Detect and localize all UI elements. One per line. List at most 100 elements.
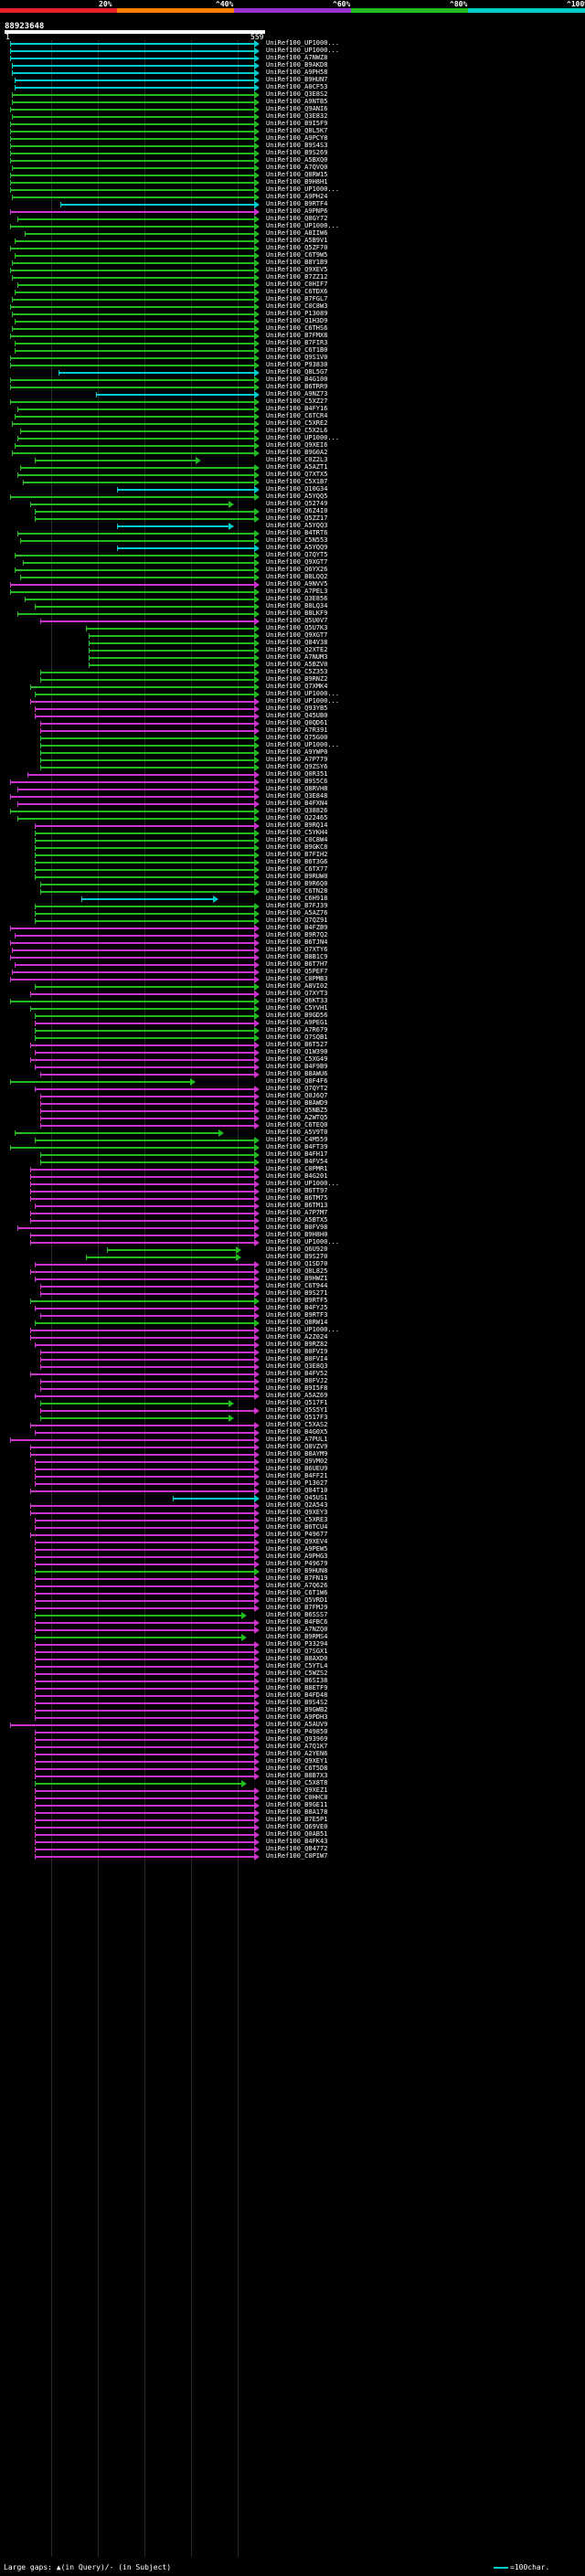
hit-bar[interactable] [9, 942, 255, 944]
hit-row[interactable]: UniRef100_Q7XTX5 [0, 471, 585, 479]
hit-bar[interactable] [9, 226, 255, 228]
hit-row[interactable]: UniRef100_Q9ANI6 [0, 105, 585, 113]
hit-row[interactable]: UniRef100_A0CF53 [0, 83, 585, 91]
hit-bar[interactable] [40, 1096, 255, 1097]
hit-bar[interactable] [35, 518, 255, 520]
hit-row[interactable]: UniRef100_B8AXD0 [0, 1655, 585, 1663]
hit-row[interactable]: UniRef100_A9NVV5 [0, 580, 585, 588]
hit-bar[interactable] [22, 562, 255, 564]
hit-label[interactable]: UniRef100_Q9XGT7 [266, 631, 328, 639]
hit-row[interactable]: UniRef100_Q3E856 [0, 595, 585, 603]
hit-label[interactable]: UniRef100_A7PUL1 [266, 1436, 328, 1443]
hit-bar[interactable] [40, 1074, 255, 1076]
hit-row[interactable]: UniRef100_C0Z2L3 [0, 456, 585, 464]
hit-bar[interactable] [40, 679, 255, 681]
hit-label[interactable]: UniRef100_Q5ZF70 [266, 244, 328, 251]
hit-label[interactable]: UniRef100_C6TCR4 [266, 412, 328, 419]
hit-label[interactable]: UniRef100_Q8VZV9 [266, 1443, 328, 1450]
hit-bar[interactable] [12, 167, 255, 169]
hit-bar[interactable] [29, 1198, 255, 1200]
hit-row[interactable]: UniRef100_B4F9B9 [0, 1063, 585, 1071]
hit-bar[interactable] [9, 365, 255, 366]
hit-label[interactable]: UniRef100_Q7SGX1 [266, 1648, 328, 1655]
hit-row[interactable]: UniRef100_UP1000... [0, 434, 585, 442]
hit-row[interactable]: UniRef100_A9PH24 [0, 193, 585, 201]
hit-row[interactable]: UniRef100_B4G100 [0, 376, 585, 384]
hit-label[interactable]: UniRef100_B4FF21 [266, 1472, 328, 1479]
hit-row[interactable]: UniRef100_C5XRE3 [0, 1516, 585, 1524]
hit-bar[interactable] [35, 1761, 255, 1763]
hit-label[interactable]: UniRef100_Q5ZZ17 [266, 514, 328, 522]
hit-label[interactable]: UniRef100_B8B7X3 [266, 1772, 328, 1779]
hit-row[interactable]: UniRef100_A9PDH3 [0, 1713, 585, 1722]
hit-row[interactable]: UniRef100_A5V9T0 [0, 1129, 585, 1137]
hit-row[interactable]: UniRef100_B6T3G6 [0, 858, 585, 866]
hit-bar[interactable] [35, 1461, 255, 1463]
hit-row[interactable]: UniRef100_B9S271 [0, 1289, 585, 1298]
hit-bar[interactable] [35, 1856, 255, 1858]
hit-bar[interactable] [29, 1330, 255, 1331]
hit-label[interactable]: UniRef100_P49677 [266, 1531, 328, 1538]
hit-label[interactable]: UniRef100_A5AZT1 [266, 463, 328, 471]
hit-bar[interactable] [29, 1490, 255, 1492]
hit-row[interactable]: UniRef100_B7FMX8 [0, 332, 585, 340]
hit-label[interactable]: UniRef100_B9S5C6 [266, 778, 328, 785]
hit-label[interactable]: UniRef100_Q9ZSY6 [266, 763, 328, 770]
hit-label[interactable]: UniRef100_Q75G00 [266, 734, 328, 741]
hit-label[interactable]: UniRef100_A8VI02 [266, 982, 328, 990]
hit-row[interactable]: UniRef100_Q84V38 [0, 639, 585, 647]
hit-label[interactable]: UniRef100_B9I5F9 [266, 120, 328, 127]
hit-row[interactable]: UniRef100_P13089 [0, 310, 585, 318]
hit-label[interactable]: UniRef100_B9RZ82 [266, 1341, 328, 1348]
hit-row[interactable]: UniRef100_C6TCR4 [0, 412, 585, 420]
hit-row[interactable]: UniRef100_A9PH58 [0, 69, 585, 77]
hit-label[interactable]: UniRef100_Q38826 [266, 807, 328, 814]
hit-row[interactable]: UniRef100_B4FK43 [0, 1838, 585, 1846]
hit-label[interactable]: UniRef100_B9GWB2 [266, 1706, 328, 1713]
hit-label[interactable]: UniRef100_C6TEQ0 [266, 1121, 328, 1129]
hit-row[interactable]: UniRef100_C6T9W5 [0, 251, 585, 260]
hit-bar[interactable] [35, 1629, 255, 1631]
hit-label[interactable]: UniRef100_Q7SQB1 [266, 1034, 328, 1041]
hit-row[interactable]: UniRef100_Q8F4F6 [0, 1077, 585, 1086]
hit-bar[interactable] [40, 723, 255, 725]
hit-row[interactable]: UniRef100_B6T527 [0, 1041, 585, 1049]
hit-row[interactable]: UniRef100_B8AWU6 [0, 1070, 585, 1078]
hit-bar[interactable] [9, 160, 255, 162]
hit-label[interactable]: UniRef100_P33294 [266, 1640, 328, 1648]
hit-bar[interactable] [35, 1673, 255, 1675]
hit-bar[interactable] [35, 1819, 255, 1821]
hit-label[interactable]: UniRef100_B9GD56 [266, 1012, 328, 1019]
hit-label[interactable]: UniRef100_Q517F3 [266, 1414, 328, 1421]
hit-label[interactable]: UniRef100_B9AKD8 [266, 61, 328, 69]
hit-row[interactable]: UniRef100_UP1000... [0, 1326, 585, 1334]
hit-row[interactable]: UniRef100_C0HHC8 [0, 1794, 585, 1802]
hit-row[interactable]: UniRef100_A5AZ69 [0, 1392, 585, 1400]
hit-row[interactable]: UniRef100_B4FV54 [0, 1158, 585, 1166]
hit-label[interactable]: UniRef100_C6TX77 [266, 865, 328, 873]
hit-label[interactable]: UniRef100_A2Z024 [266, 1333, 328, 1341]
hit-label[interactable]: UniRef100_B8AXD0 [266, 1655, 328, 1662]
hit-label[interactable]: UniRef100_Q69VE0 [266, 1823, 328, 1830]
hit-row[interactable]: UniRef100_A7PUL1 [0, 1436, 585, 1444]
hit-label[interactable]: UniRef100_A2YEN6 [266, 1750, 328, 1757]
hit-bar[interactable] [40, 1154, 255, 1156]
hit-bar[interactable] [29, 993, 255, 995]
hit-label[interactable]: UniRef100_Q2XTE2 [266, 646, 328, 653]
hit-bar[interactable] [40, 620, 255, 622]
hit-bar[interactable] [15, 240, 255, 242]
hit-label[interactable]: UniRef100_B4FD48 [266, 1691, 328, 1699]
hit-label[interactable]: UniRef100_A7P7M7 [266, 1209, 328, 1216]
hit-row[interactable]: UniRef100_B4FXN4 [0, 800, 585, 808]
hit-label[interactable]: UniRef100_B9HUN7 [266, 76, 328, 83]
hit-bar[interactable] [35, 1615, 243, 1617]
hit-row[interactable]: UniRef100_C0C8W4 [0, 836, 585, 844]
hit-label[interactable]: UniRef100_B6TRR9 [266, 383, 328, 390]
hit-row[interactable]: UniRef100_B9RMS4 [0, 1633, 585, 1641]
hit-bar[interactable] [35, 1666, 255, 1668]
hit-label[interactable]: UniRef100_B6T3G6 [266, 858, 328, 865]
hit-bar[interactable] [40, 891, 255, 893]
hit-label[interactable]: UniRef100_C6H918 [266, 895, 328, 902]
hit-bar[interactable] [15, 80, 255, 81]
hit-bar[interactable] [29, 1169, 255, 1171]
